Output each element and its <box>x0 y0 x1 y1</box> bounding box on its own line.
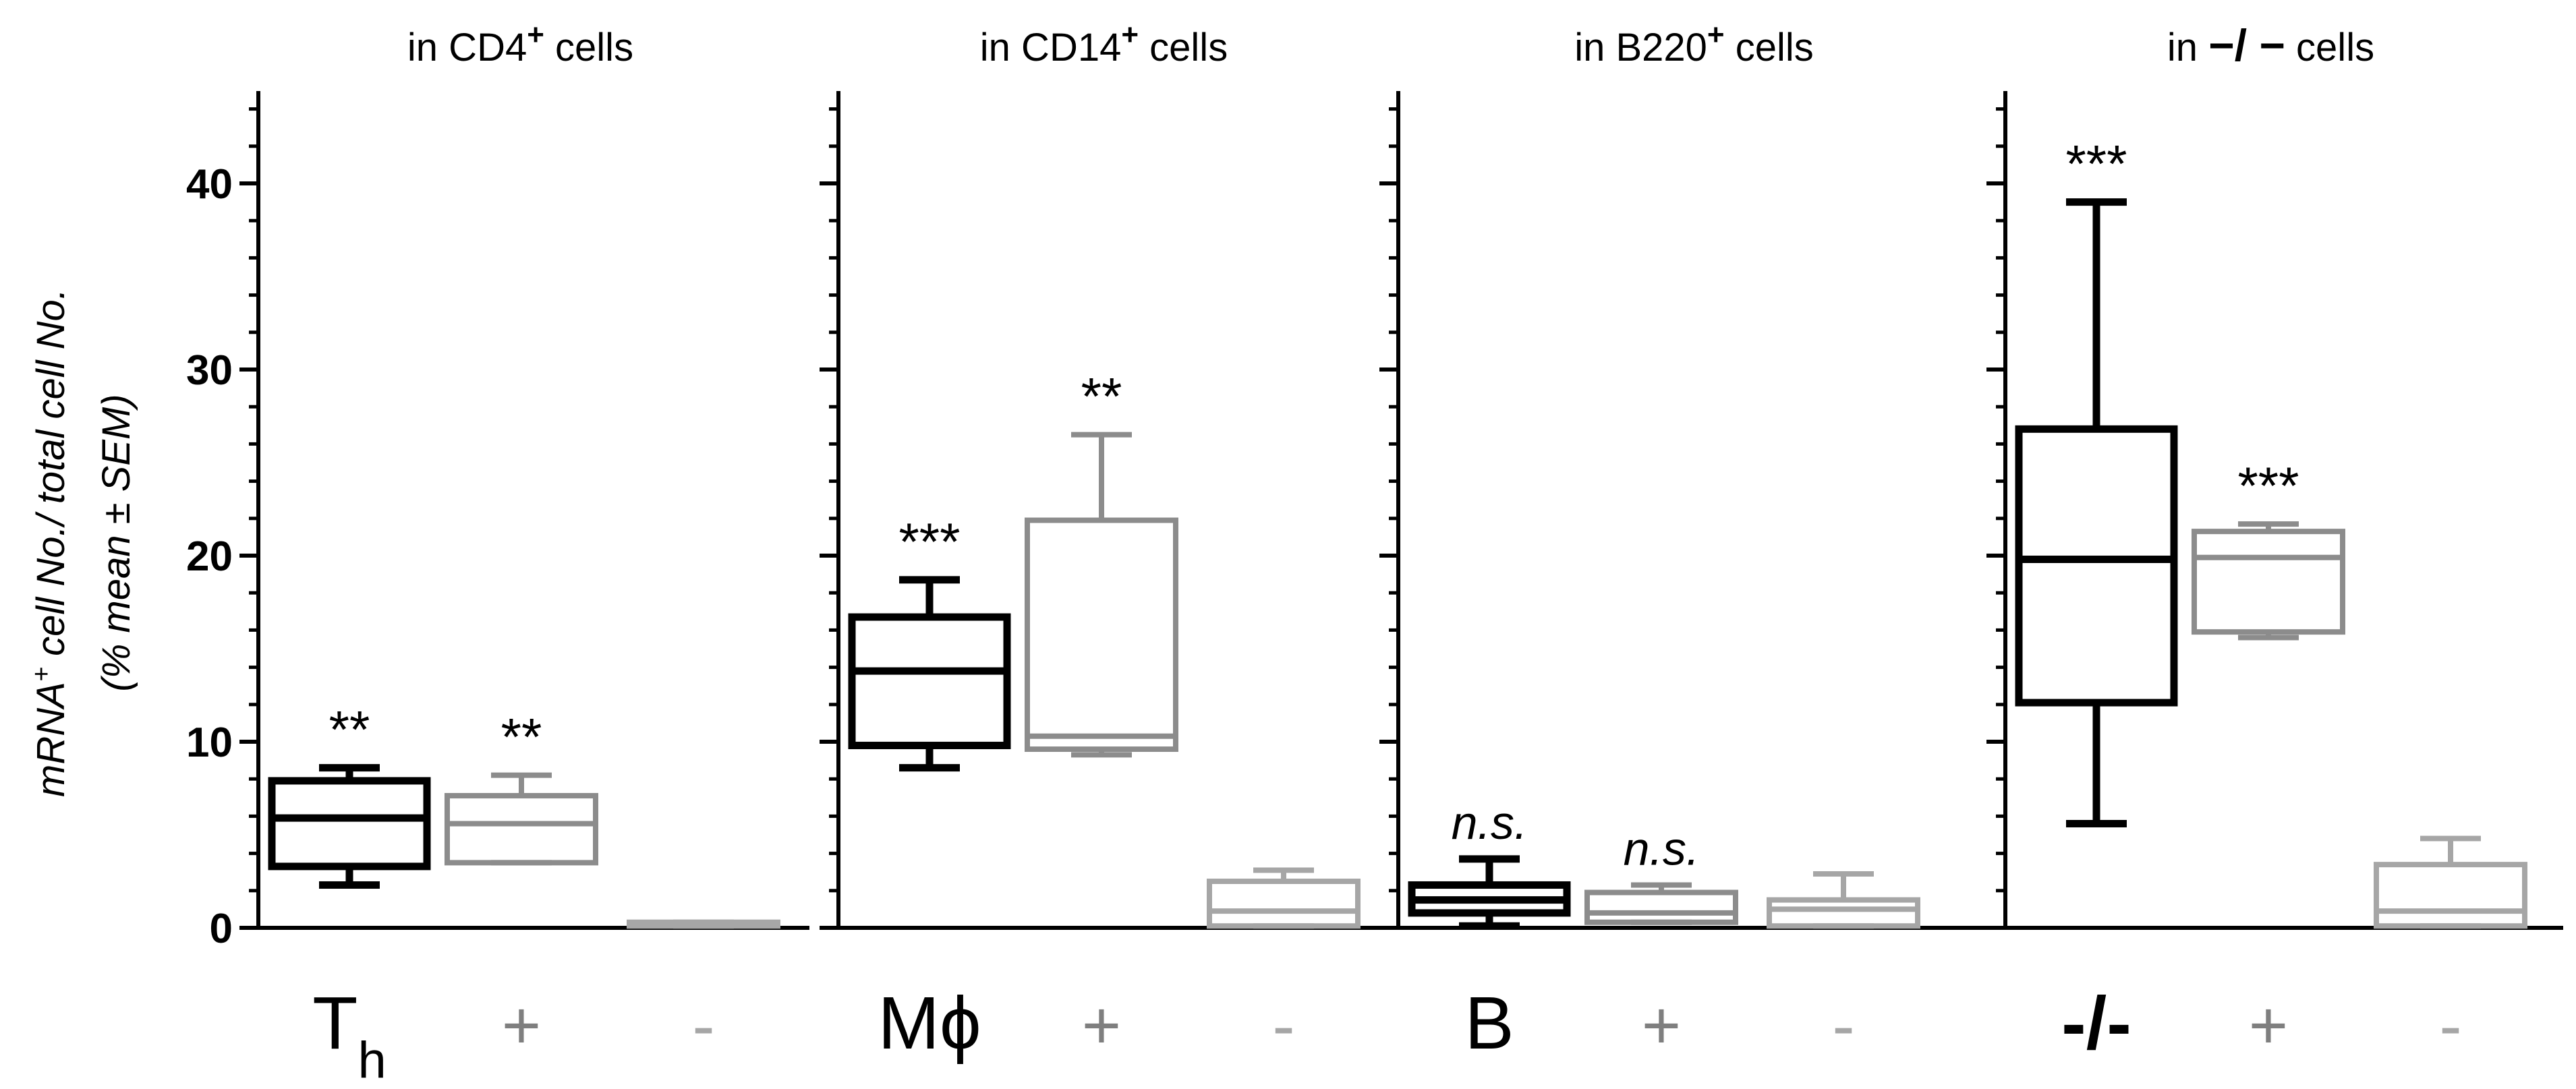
category-label-main: T <box>312 982 357 1065</box>
box-iqr <box>2192 529 2345 635</box>
significance-annotation: n.s. <box>1452 796 1528 849</box>
panel-title-post: cells <box>2285 26 2374 69</box>
box-iqr <box>268 777 431 871</box>
panel-title-genotype: −/ − <box>2208 20 2285 70</box>
y-axis-label: mRNA+ cell No./ total cell No. (% mean ± … <box>28 161 233 952</box>
category-label: + <box>1642 988 1681 1063</box>
panel-title-sup: + <box>1121 18 1139 51</box>
box-3: - <box>627 919 780 1063</box>
panel-1: in CD4+ cells**Th**+ - <box>239 18 809 1089</box>
panel-title: in CD4+ cells <box>407 18 633 70</box>
panel-title: in −/ − cells <box>2167 20 2374 70</box>
category-label-main: - <box>692 988 714 1063</box>
panel-title-sup: + <box>527 18 544 51</box>
panel-title-pre: in B220 <box>1574 26 1707 69</box>
box-1: *** Mϕ <box>848 512 1011 1065</box>
box-3: - <box>1767 871 1920 1063</box>
box-iqr <box>1584 889 1738 925</box>
significance-annotation: *** <box>2065 134 2127 194</box>
significance-annotation: ** <box>1081 367 1122 426</box>
category-label: -/- <box>2061 982 2131 1065</box>
significance-annotation: ** <box>329 700 370 759</box>
category-label-main: + <box>502 988 541 1063</box>
category-label-main: + <box>1642 988 1681 1063</box>
category-label: Th <box>312 982 386 1089</box>
box-2: *** + <box>2192 456 2345 1063</box>
category-label-sub: h <box>357 1032 386 1089</box>
category-label: - <box>1272 988 1294 1063</box>
box-iqr <box>1025 517 1178 753</box>
y-tick-label: 20 <box>186 533 233 580</box>
y-axis-label-line1: mRNA+ cell No./ total cell No. <box>28 289 73 797</box>
category-label: + <box>1082 988 1121 1063</box>
box-iqr <box>2374 862 2527 929</box>
category-label: - <box>692 988 714 1063</box>
category-label: B <box>1464 982 1514 1065</box>
y-tick-label: 30 <box>186 347 233 394</box>
panel-title-sup: + <box>1707 18 1725 51</box>
y-tick-label: 40 <box>186 161 233 208</box>
box-3: - <box>1207 867 1361 1063</box>
category-label-main: + <box>1082 988 1121 1063</box>
box-iqr <box>848 613 1011 750</box>
y-axis-label-mrna: mRNA <box>29 682 73 797</box>
panel-title: in B220+ cells <box>1574 18 1814 70</box>
box-1: ** Th <box>268 700 431 1089</box>
y-axis-label-sup: + <box>28 667 56 682</box>
y-tick-label: 0 <box>210 906 233 952</box>
panel-title-post: cells <box>1725 26 1814 69</box>
significance-annotation: ** <box>501 707 542 767</box>
box-2: n.s. + <box>1584 823 1738 1063</box>
panel-title-pre: in CD4 <box>407 26 527 69</box>
significance-annotation: n.s. <box>1624 823 1700 875</box>
box-iqr <box>2015 425 2178 707</box>
significance-annotation: *** <box>898 512 960 571</box>
category-label-main: + <box>2249 988 2288 1063</box>
category-label-main: -/- <box>2061 982 2131 1065</box>
category-label: + <box>2249 988 2288 1063</box>
y-tick-label: 10 <box>186 719 233 766</box>
box-1: n.s. B <box>1408 796 1571 1065</box>
category-label: - <box>2439 988 2461 1063</box>
panel-4: in −/ − cells *** -/- *** + - <box>1986 20 2563 1065</box>
box-2: ** + <box>445 707 598 1063</box>
y-axis-label-line2: (% mean ± SEM) <box>94 394 138 691</box>
box-1: *** -/- <box>2015 134 2178 1065</box>
category-label-main: - <box>1272 988 1294 1063</box>
category-label-main: - <box>2439 988 2461 1063</box>
box-3: - <box>2374 835 2527 1063</box>
box-iqr <box>445 793 598 866</box>
panel-title-pre: in <box>2167 26 2208 69</box>
panel-title: in CD14+ cells <box>980 18 1228 70</box>
box-2: ** + <box>1025 367 1178 1063</box>
category-label-main: Mϕ <box>878 982 981 1065</box>
category-label-main: B <box>1464 982 1514 1065</box>
significance-annotation: *** <box>2237 456 2299 515</box>
category-label-main: - <box>1832 988 1854 1063</box>
panel-title-post: cells <box>1139 26 1228 69</box>
category-label: + <box>502 988 541 1063</box>
y-axis-label-rest: cell No./ total cell No. <box>29 289 73 667</box>
category-label: - <box>1832 988 1854 1063</box>
panel-title-post: cells <box>544 26 633 69</box>
chart-panels: in CD4+ cells**Th**+ -in CD14+ cells***Mϕ… <box>239 18 2563 1089</box>
category-label: Mϕ <box>878 982 981 1065</box>
box-iqr <box>1767 897 1920 929</box>
panel-title-pre: in CD14 <box>980 26 1122 69</box>
box-iqr <box>1207 879 1361 929</box>
panel-2: in CD14+ cells***Mϕ**+ - <box>820 18 1396 1065</box>
